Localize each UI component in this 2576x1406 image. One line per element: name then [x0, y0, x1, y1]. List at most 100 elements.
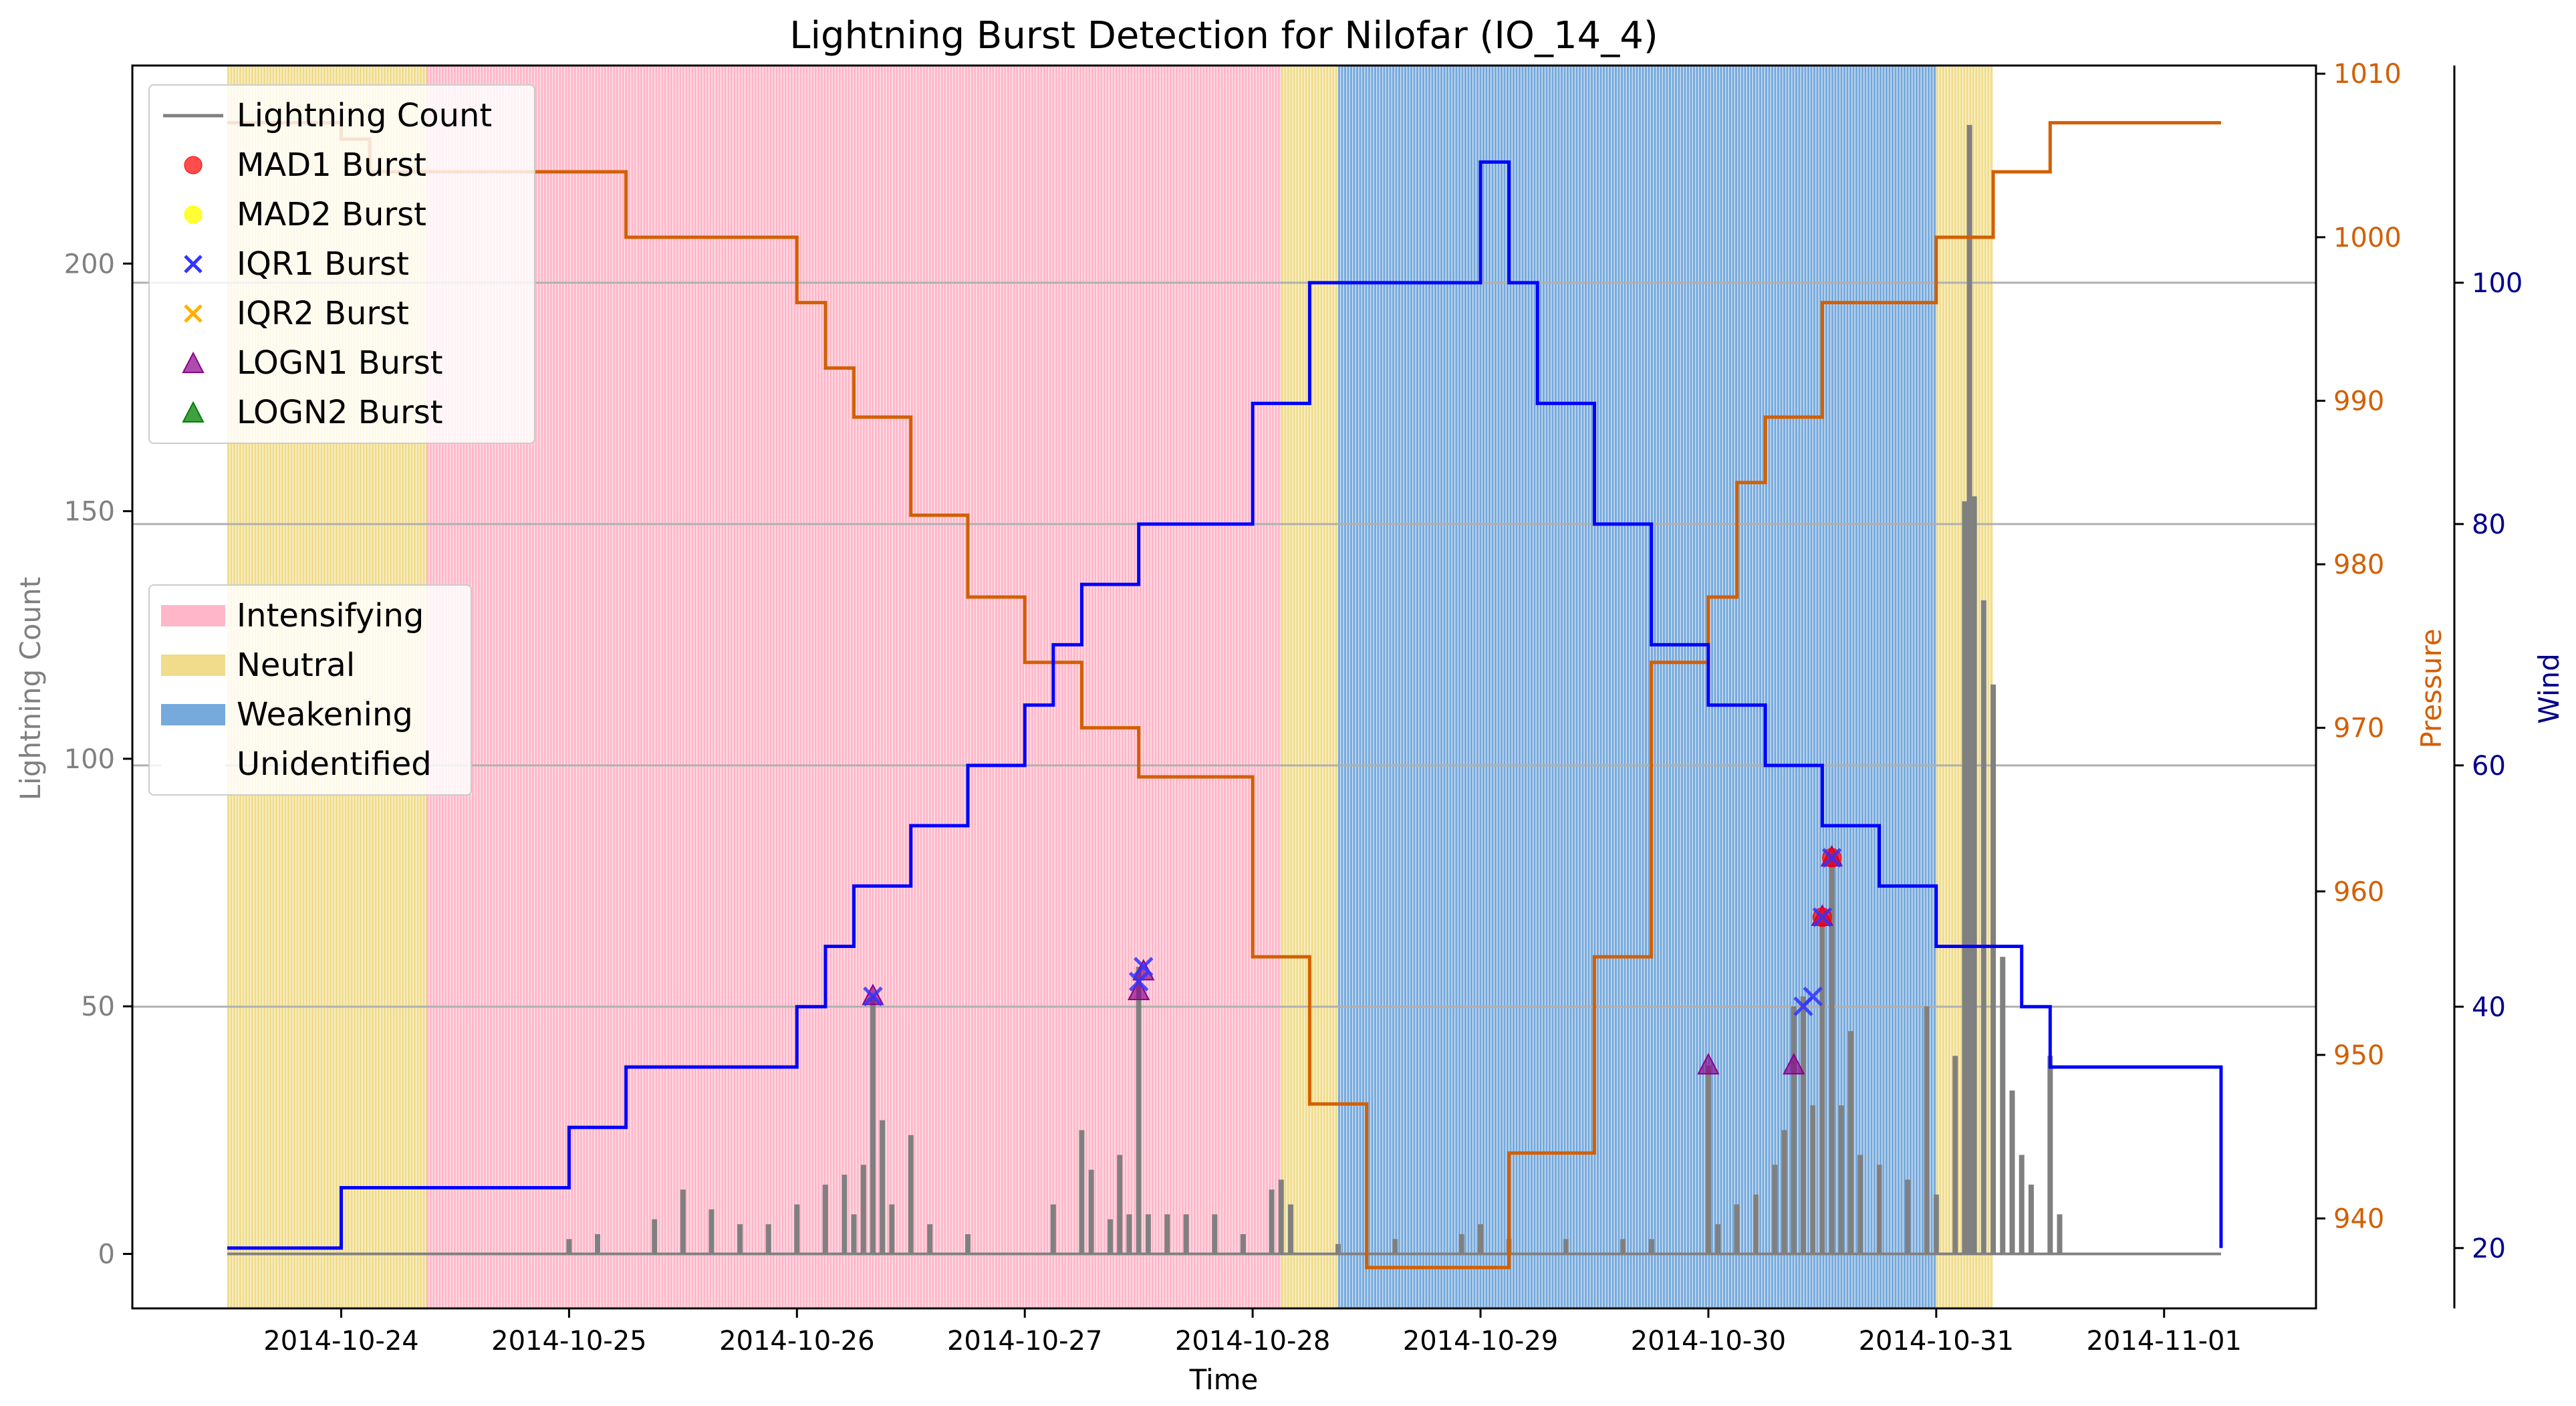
wind-tick-label: 60	[2472, 751, 2506, 782]
lightning-bar	[927, 1224, 933, 1254]
phase-stripe	[1858, 66, 1861, 1308]
phase-stripe	[1428, 66, 1430, 1308]
phase-stripe	[1437, 66, 1440, 1308]
phase-stripe	[1109, 66, 1112, 1308]
phase-stripe	[892, 66, 895, 1308]
phase-stripe	[946, 66, 949, 1308]
pressure-tick-label: 970	[2333, 713, 2384, 744]
phase-stripe	[1624, 66, 1626, 1308]
phase-stripe	[1347, 66, 1349, 1308]
phase-stripe	[1145, 66, 1148, 1308]
phase-stripe	[1257, 66, 1259, 1308]
lightning-bar	[908, 1135, 914, 1254]
phase-stripe	[1696, 66, 1698, 1308]
phase-stripe	[477, 66, 480, 1308]
phase-stripe	[1738, 66, 1741, 1308]
lightning-bar	[1962, 501, 1968, 1254]
phase-stripe	[1864, 66, 1867, 1308]
phase-stripe	[529, 66, 531, 1308]
lightning-bar	[1857, 1155, 1863, 1254]
phase-stripe	[703, 66, 706, 1308]
phase-stripe	[1037, 66, 1039, 1308]
phase-stripe	[1927, 66, 1930, 1308]
phase-stripe	[872, 66, 874, 1308]
phase-stripe	[1413, 66, 1416, 1308]
logn1-burst-marker	[1128, 978, 1150, 1000]
phase-stripe	[1678, 66, 1680, 1308]
phase-stripe	[956, 66, 958, 1308]
phase-stripe	[805, 66, 808, 1308]
phase-stripe	[1356, 66, 1358, 1308]
phase-stripe	[1025, 66, 1027, 1308]
phase-stripe	[817, 66, 820, 1308]
phase-stripe	[977, 66, 979, 1308]
phase-stripe	[1118, 66, 1121, 1308]
phase-stripe	[1810, 66, 1813, 1308]
lightning-bar	[1838, 1105, 1844, 1254]
phase-stripe	[691, 66, 694, 1308]
lightning-bar	[1136, 966, 1142, 1254]
phase-stripe	[1605, 66, 1608, 1308]
phase-stripe	[1777, 66, 1779, 1308]
phase-stripe	[1581, 66, 1584, 1308]
lightning-bar	[1753, 1194, 1759, 1254]
phase-stripe	[1792, 66, 1795, 1308]
phase-stripe	[802, 66, 805, 1308]
phase-stripe	[1630, 66, 1632, 1308]
circle-marker-icon	[150, 152, 237, 179]
phase-stripe	[1365, 66, 1368, 1308]
phase-stripe	[1602, 66, 1605, 1308]
phase-stripe	[1566, 66, 1569, 1308]
phase-stripe	[910, 66, 913, 1308]
phase-stripe	[838, 66, 841, 1308]
phase-stripe	[1010, 66, 1013, 1308]
phase-stripe	[808, 66, 811, 1308]
color-swatch-icon	[150, 703, 237, 727]
x-tick-label: 2014-10-28	[1175, 1326, 1330, 1357]
phase-stripe	[1753, 66, 1755, 1308]
lightning-bar	[842, 1175, 848, 1254]
phase-stripe	[1389, 66, 1392, 1308]
phase-stripe	[1485, 66, 1488, 1308]
phase-stripe	[1251, 66, 1253, 1308]
phase-stripe	[1067, 66, 1069, 1308]
phase-stripe	[1780, 66, 1783, 1308]
phase-stripe	[928, 66, 931, 1308]
phase-stripe	[842, 66, 844, 1308]
y-tick-label: 50	[81, 991, 115, 1022]
phase-stripe	[1786, 66, 1789, 1308]
phase-stripe	[1229, 66, 1232, 1308]
phase-stripe	[1106, 66, 1109, 1308]
phase-stripe	[1672, 66, 1674, 1308]
phase-stripe	[1882, 66, 1885, 1308]
phase-stripe	[1807, 66, 1809, 1308]
lightning-bar	[2009, 1090, 2015, 1254]
phase-stripe	[553, 66, 555, 1308]
phase-stripe	[1046, 66, 1049, 1308]
phase-stripe	[1211, 66, 1214, 1308]
phase-stripe	[1632, 66, 1635, 1308]
phase-stripe	[1837, 66, 1839, 1308]
phase-stripe	[1660, 66, 1662, 1308]
y-tick-label: 200	[64, 249, 115, 279]
phase-stripe	[811, 66, 814, 1308]
phase-stripe	[1019, 66, 1021, 1308]
x-tick-label: 2014-10-26	[719, 1326, 874, 1357]
phase-stripe	[1431, 66, 1434, 1308]
phase-stripe	[1323, 66, 1325, 1308]
phase-stripe	[1855, 66, 1857, 1308]
phase-stripe	[922, 66, 925, 1308]
phase-stripe	[1265, 66, 1268, 1308]
phase-stripe	[1217, 66, 1220, 1308]
phase-stripe	[1548, 66, 1551, 1308]
lightning-bar	[870, 996, 876, 1254]
phase-stripe	[1768, 66, 1771, 1308]
phase-stripe	[631, 66, 634, 1308]
phase-stripe	[493, 66, 495, 1308]
phase-stripe	[1536, 66, 1539, 1308]
lightning-bar	[1734, 1204, 1740, 1254]
phase-stripe	[1410, 66, 1412, 1308]
phase-stripe	[1741, 66, 1743, 1308]
phase-stripe	[481, 66, 483, 1308]
phase-stripe	[1043, 66, 1045, 1308]
